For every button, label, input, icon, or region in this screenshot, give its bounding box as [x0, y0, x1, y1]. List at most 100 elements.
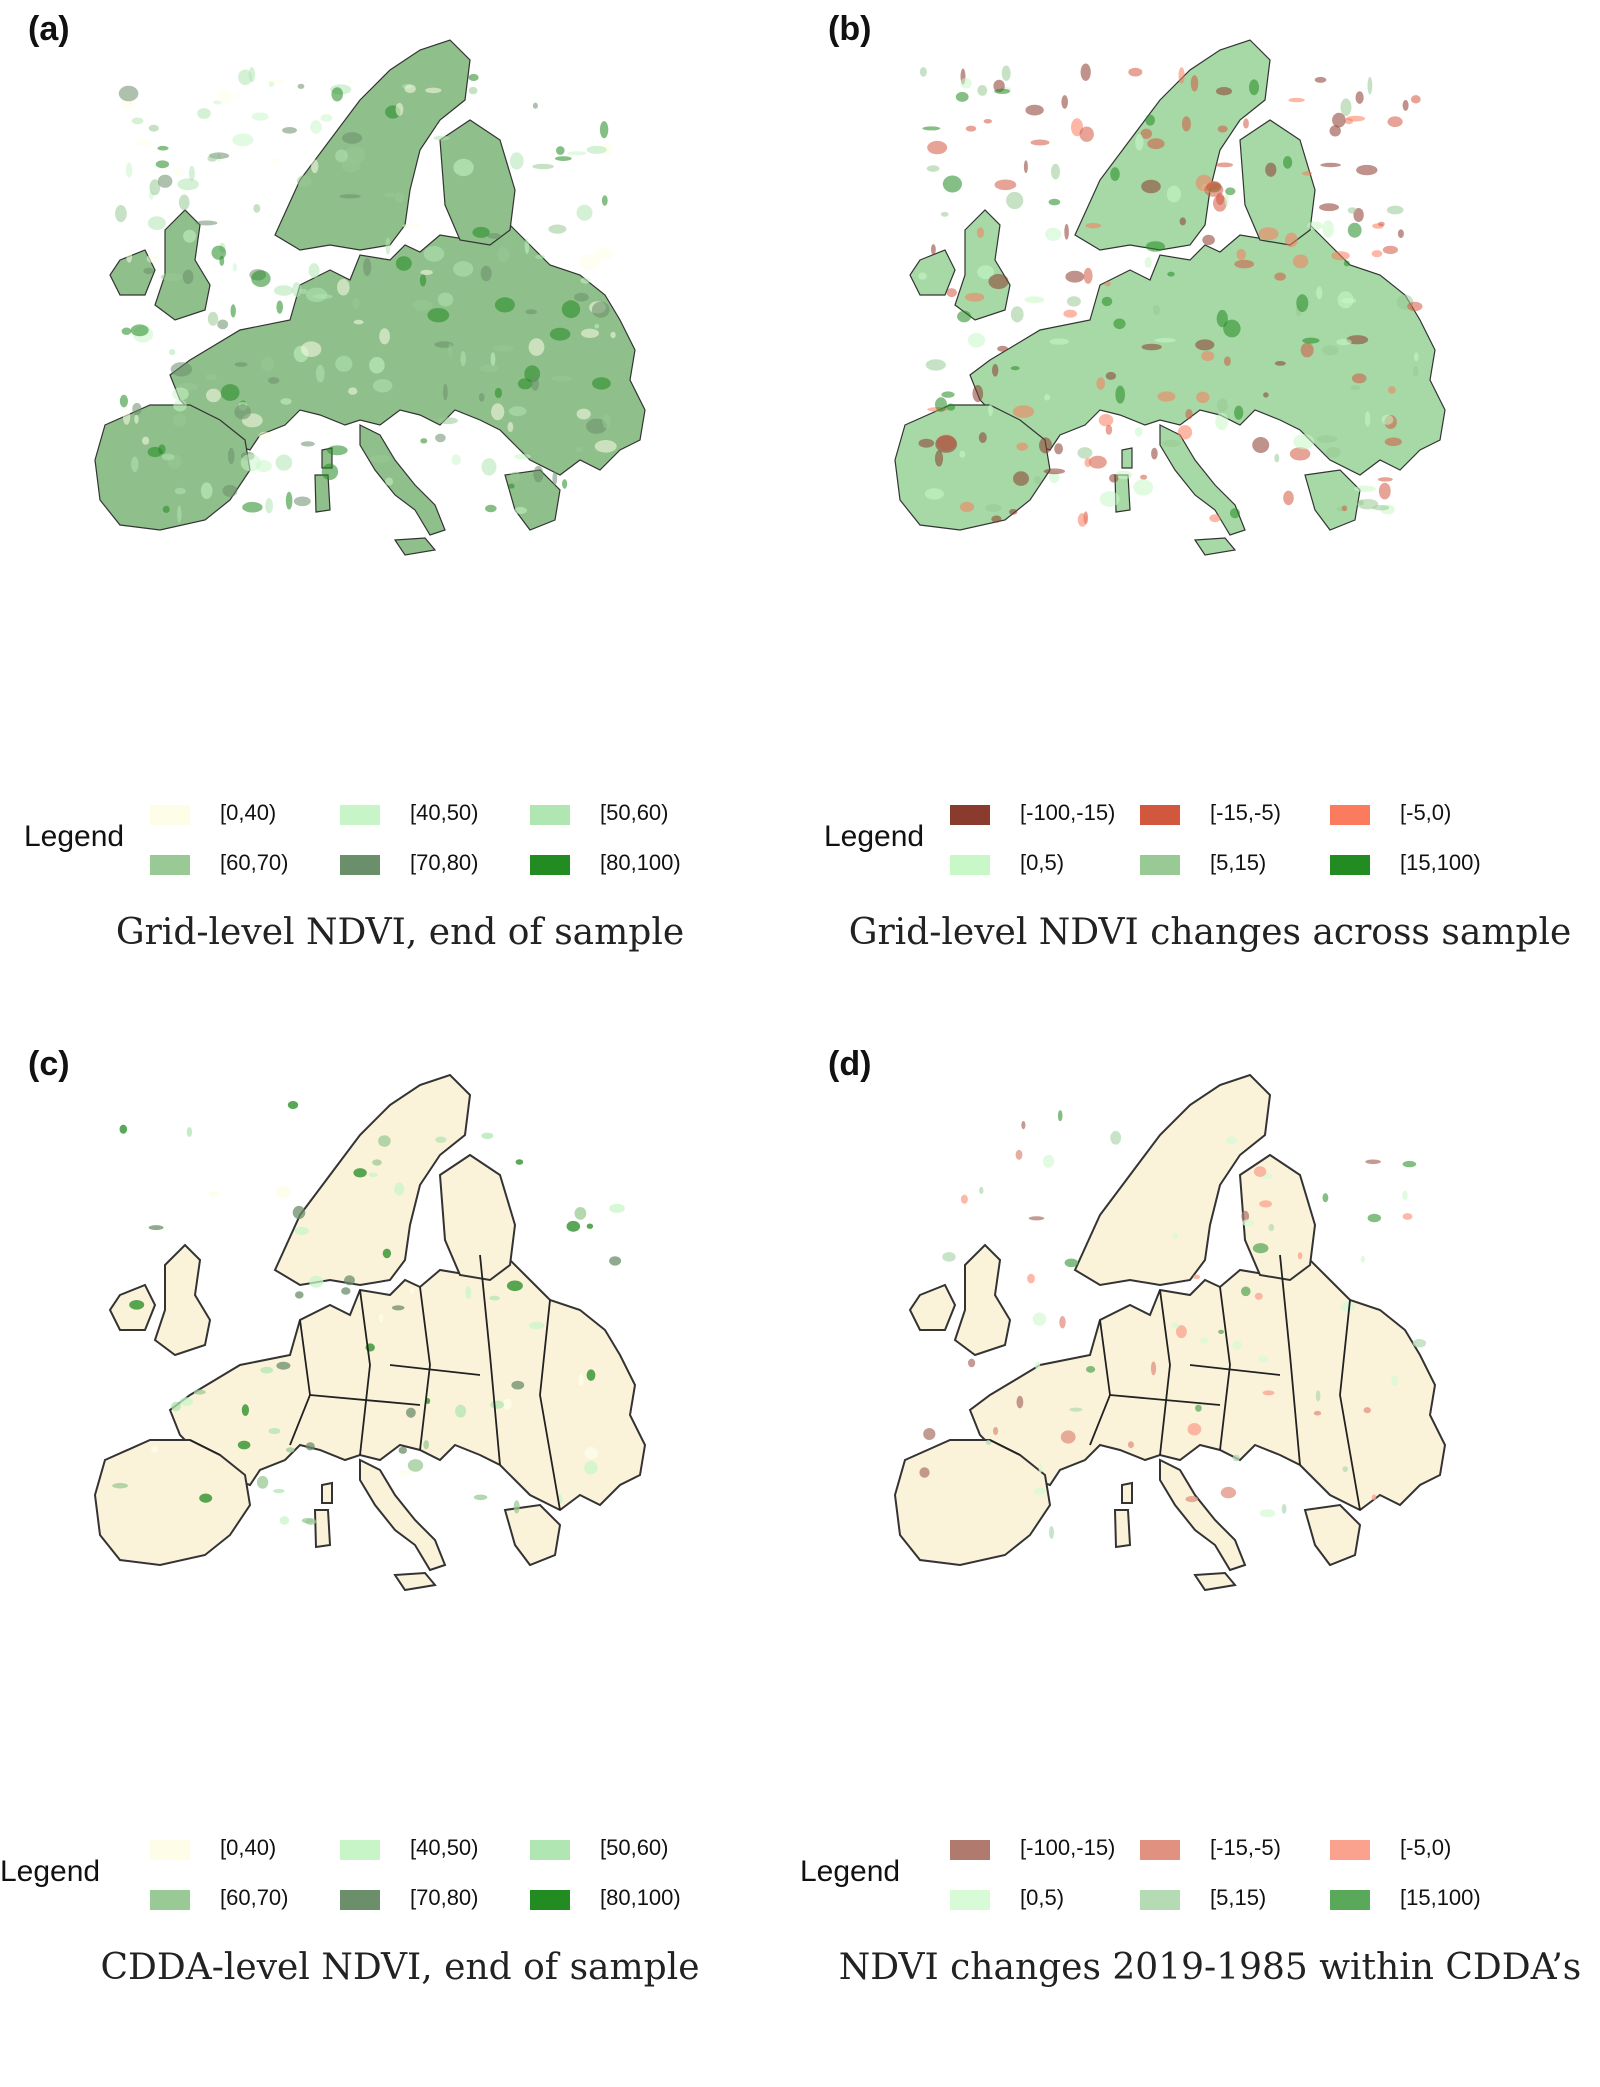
raster-patch — [1200, 1337, 1209, 1344]
raster-patch — [162, 505, 170, 513]
legend-label: [60,70) — [220, 1885, 289, 1910]
raster-patch — [1346, 115, 1365, 122]
raster-patch — [148, 1225, 164, 1231]
raster-patch — [1128, 67, 1143, 77]
raster-patch — [1340, 98, 1352, 117]
legend-label: [0,5) — [1020, 1885, 1065, 1910]
raster-patch — [406, 1407, 416, 1418]
raster-patch — [1048, 198, 1061, 206]
raster-patch — [1218, 1329, 1224, 1334]
raster-patch — [353, 319, 364, 325]
raster-patch — [1080, 63, 1091, 81]
raster-patch — [378, 1135, 391, 1147]
raster-patch — [341, 1287, 351, 1295]
raster-patch — [398, 1446, 407, 1454]
raster-patch — [234, 93, 241, 99]
raster-patch — [1115, 385, 1125, 404]
raster-patch — [1115, 470, 1133, 480]
legend-label: [-5,0) — [1400, 1835, 1452, 1860]
country-border — [189, 1439, 221, 1456]
raster-patch — [282, 127, 297, 134]
legend-label: [0,40) — [220, 800, 277, 825]
raster-patch — [993, 1426, 999, 1436]
raster-patch — [130, 324, 149, 337]
raster-patch — [275, 454, 293, 471]
raster-patch — [335, 149, 348, 163]
raster-patch — [1241, 1210, 1250, 1222]
raster-patch — [326, 445, 348, 456]
raster-patch — [237, 1440, 251, 1450]
raster-patch — [514, 453, 531, 460]
raster-patch — [232, 133, 254, 147]
legend-swatch — [340, 805, 380, 825]
raster-patch — [1059, 1316, 1066, 1329]
raster-patch — [420, 269, 433, 275]
raster-patch — [1049, 338, 1069, 345]
raster-patch — [1232, 1340, 1242, 1350]
raster-patch — [1049, 1526, 1054, 1539]
raster-patch — [976, 227, 984, 239]
raster-patch — [1098, 414, 1114, 427]
raster-patch — [177, 505, 182, 524]
land-region — [909, 249, 956, 296]
raster-patch — [1364, 411, 1371, 427]
raster-patch — [1127, 1441, 1134, 1449]
raster-patch — [931, 244, 936, 255]
raster-patch — [240, 454, 261, 472]
legend-swatch — [1140, 1890, 1180, 1910]
raster-patch — [1035, 1361, 1041, 1371]
raster-patch — [1150, 1361, 1157, 1376]
raster-patch — [1274, 361, 1286, 366]
raster-patch — [271, 157, 279, 164]
raster-patch — [1025, 104, 1044, 116]
raster-patch — [1171, 1232, 1179, 1240]
raster-patch — [296, 175, 312, 188]
raster-patch — [174, 487, 186, 495]
raster-patch — [268, 377, 280, 384]
raster-patch — [1012, 405, 1035, 418]
raster-patch — [1402, 1190, 1408, 1200]
raster-patch — [171, 1401, 181, 1412]
raster-patch — [1099, 491, 1120, 507]
raster-patch — [437, 292, 454, 307]
legend-swatch — [530, 1840, 570, 1860]
raster-patch — [1263, 392, 1269, 398]
raster-patch — [1217, 125, 1228, 133]
raster-patch — [592, 377, 611, 390]
raster-patch — [1166, 185, 1181, 203]
raster-patch — [533, 465, 544, 483]
raster-patch — [275, 1185, 291, 1199]
land-region — [953, 1243, 1012, 1357]
legend-label: [50,60) — [600, 1835, 669, 1860]
raster-patch — [552, 471, 558, 486]
raster-patch — [1152, 304, 1160, 316]
raster-patch — [1113, 318, 1126, 330]
raster-patch — [507, 421, 514, 433]
legend: Legend [0,40) [40,50) [50,60) [60,70) [70,80… — [0, 790, 800, 900]
raster-patch — [158, 444, 166, 455]
raster-patch — [942, 1252, 956, 1262]
raster-patch — [1141, 179, 1161, 194]
raster-patch — [1010, 366, 1020, 371]
raster-patch — [528, 1321, 545, 1330]
raster-patch — [1023, 160, 1028, 174]
raster-patch — [129, 1300, 145, 1310]
raster-patch — [576, 204, 593, 221]
raster-patch — [395, 192, 405, 204]
raster-patch — [502, 1398, 512, 1410]
legend-swatch — [150, 855, 190, 875]
legend-title: Legend — [24, 820, 125, 853]
raster-patch — [1176, 1325, 1187, 1339]
raster-patch — [1006, 191, 1024, 210]
raster-patch — [490, 1400, 505, 1409]
raster-patch — [118, 85, 139, 102]
raster-patch — [535, 254, 545, 259]
raster-patch — [1234, 259, 1254, 269]
raster-patch — [395, 102, 404, 116]
raster-patch — [581, 328, 599, 338]
raster-patch — [1133, 479, 1154, 496]
raster-patch — [1044, 394, 1051, 401]
legend-title: Legend — [824, 820, 925, 853]
raster-patch — [1340, 1301, 1355, 1312]
country-border — [359, 1289, 371, 1456]
